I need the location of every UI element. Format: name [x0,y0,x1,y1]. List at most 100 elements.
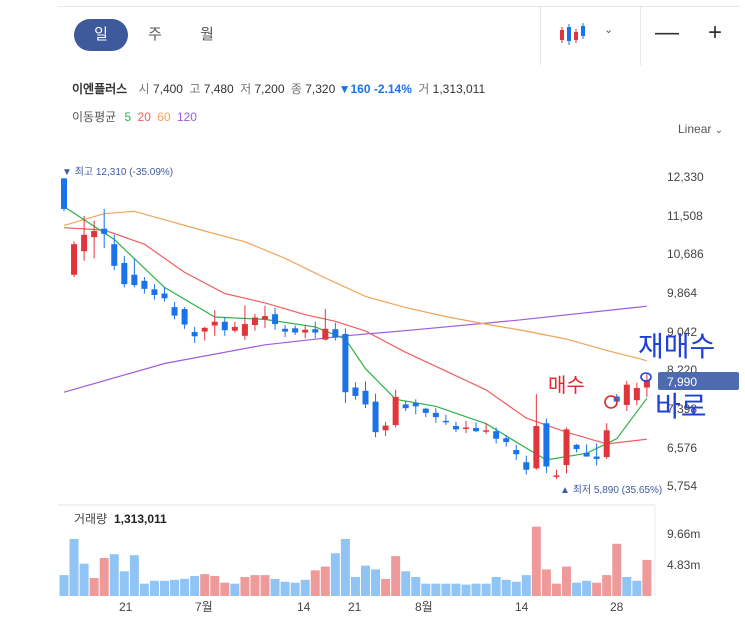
candle-body [292,328,299,333]
tab-day[interactable]: 일 [74,19,128,51]
candle-body [171,307,178,316]
volume-bar [200,574,210,596]
price-tick: 12,330 [667,170,704,184]
handwritten-now: 바로 [655,390,707,423]
volume-tick: 4.83m [667,558,700,572]
candle-body [633,387,640,401]
volume-bar [401,571,411,596]
volume-bar [69,539,79,596]
volume-bar [230,583,240,596]
candle-body [91,231,98,238]
toolbar-divider [540,7,541,65]
volume-bar [270,578,280,596]
candle-body [221,321,228,331]
candle-body [251,317,258,326]
handwritten-circle [604,395,618,409]
volume-bar [190,576,200,596]
candle-body [452,426,459,430]
candle-body [262,316,268,320]
volume-bar [612,543,622,596]
volume-bar [250,575,260,596]
volume-bar [210,576,220,596]
volume-bar [320,566,330,596]
candle-body [312,329,319,333]
x-tick: 14 [297,600,311,614]
volume-bar [572,582,582,596]
candle-body [101,228,108,234]
low-marker: ▲ 최저 5,890 (35.65%) [560,484,662,496]
volume-bar [531,526,541,596]
candle-body [543,423,550,467]
volume-bar [260,575,270,596]
x-tick: 8월 [415,600,433,614]
candle-body [272,314,279,325]
zoom-in-button[interactable]: + [707,19,722,46]
candle-body [382,425,389,431]
tab-week[interactable]: 주 [148,26,162,43]
ma5-line [63,206,648,461]
svg-text:7,990: 7,990 [667,375,697,389]
ma-20: 20 [137,110,151,124]
volume-bar [371,569,381,596]
zoom-out-button[interactable]: — [655,19,679,46]
volume-bar [180,578,190,596]
candle-body [412,403,419,407]
current-price-tag: 7,990 [658,372,739,390]
price-tick: 10,686 [667,247,704,261]
volume-bar [441,583,451,596]
x-tick: 21 [119,600,133,614]
close-price: 7,320 [305,82,336,96]
candle-body [422,408,429,413]
volume-bar [622,577,632,596]
volume-bar [79,563,89,596]
volume-bar [471,583,481,596]
price-change-pct: -2.14% [373,82,412,96]
change-arrow-icon: ▼ [338,82,351,96]
handwritten-rebuy: 재매수 [638,330,715,363]
x-axis-labels: 21 7월 14 21 8월 14 28 [119,600,624,614]
handwritten-circle [640,372,652,382]
volume-value: 1,313,011 [114,512,167,526]
volume-tick: 9.66m [667,527,700,541]
volume-total: 1,313,011 [432,82,486,96]
candle-body [513,450,520,455]
price-tick: 7,398 [667,402,697,416]
x-tick: 14 [515,600,529,614]
volume-bar [551,583,561,596]
volume-bar [521,575,531,596]
volume-bar [421,583,431,596]
stock-name: 이엔플러스 [72,82,128,96]
volume-bar [280,581,290,596]
open-price: 7,400 [152,82,183,96]
volume-bar [632,580,642,596]
volume-bar [582,580,592,596]
candle-body [533,426,540,469]
candle-body [121,262,128,285]
high-marker: ▼ 최고 12,310 (-35.09%) [62,166,173,178]
price-tick: 11,508 [667,209,703,223]
candle-body [503,438,510,443]
volume-bar [310,570,320,596]
price-change: 160 [350,82,371,96]
candle-body [332,329,339,338]
volume-bar [461,584,471,596]
toolbar-divider [640,7,641,65]
candle-body [362,390,369,405]
volume-bar [562,566,571,596]
ma-120: 120 [176,110,197,124]
candlestick-chart-icon[interactable] [558,21,588,47]
candle-body [643,380,650,388]
price-tick: 9,864 [667,286,697,300]
candle-body [463,427,469,429]
candle-body [563,429,570,466]
ma20-line [63,227,647,445]
x-tick: 21 [348,600,362,614]
chevron-down-icon[interactable]: ⌄ [604,24,614,36]
candle-body [483,430,490,432]
scale-mode-dropdown[interactable]: Linear ⌄ [678,122,724,136]
candle-body [432,412,439,418]
moving-average-legend: 이동평균 5 20 60 120 [72,108,197,125]
volume-bar [381,578,391,596]
tab-month[interactable]: 월 [200,26,214,43]
